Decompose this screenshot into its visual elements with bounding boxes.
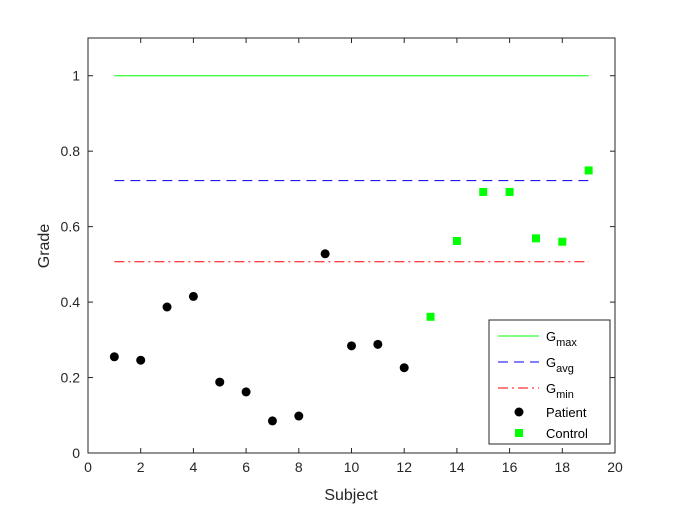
x-tick-label: 20 (607, 459, 623, 475)
legend-box (488, 319, 611, 445)
y-tick-label: 0.2 (61, 370, 81, 386)
patient-point (188, 291, 198, 301)
patient-point (294, 411, 304, 421)
data-points (109, 166, 593, 426)
legend-marker-patient (514, 407, 524, 417)
y-tick-label: 0.4 (61, 294, 81, 310)
y-tick-label: 0.8 (61, 143, 81, 159)
patient-point (136, 355, 146, 365)
patient-point (162, 302, 172, 312)
x-tick-label: 12 (396, 459, 412, 475)
x-tick-label: 18 (555, 459, 571, 475)
x-tick-label: 10 (344, 459, 360, 475)
reference-lines (114, 75, 589, 263)
control-point (479, 187, 488, 196)
x-tick-label: 14 (449, 459, 465, 475)
patient-point (373, 339, 383, 349)
y-tick-label: 1 (72, 68, 80, 84)
control-point (558, 237, 567, 246)
legend-label-patient: Patient (546, 405, 587, 420)
x-tick-label: 0 (84, 459, 92, 475)
control-point (531, 234, 540, 243)
control-point (452, 236, 461, 245)
y-tick-label: 0.6 (61, 219, 81, 235)
patient-point (267, 416, 277, 426)
control-point (505, 187, 514, 196)
x-tick-label: 16 (502, 459, 518, 475)
patient-point (241, 387, 251, 397)
patient-point (109, 352, 119, 362)
axis-ticks: 0 2 4 6 8 10 12 14 16 18 20 0 0.2 0.4 0.6 0.8 1 (61, 38, 623, 475)
x-tick-label: 8 (295, 459, 303, 475)
x-tick-label: 2 (137, 459, 145, 475)
legend-marker-control (515, 429, 523, 437)
legend-label-control: Control (546, 426, 588, 441)
patient-point (347, 341, 356, 351)
control-point (584, 166, 593, 175)
y-tick-label: 0 (72, 445, 80, 461)
y-axis-label: Grade (36, 224, 53, 269)
control-point (426, 312, 435, 321)
patient-point (215, 377, 225, 387)
x-tick-label: 4 (190, 459, 198, 475)
patient-point (399, 363, 409, 373)
x-tick-label: 6 (242, 459, 250, 475)
x-axis-label: Subject (324, 487, 378, 504)
patient-point (320, 249, 330, 259)
